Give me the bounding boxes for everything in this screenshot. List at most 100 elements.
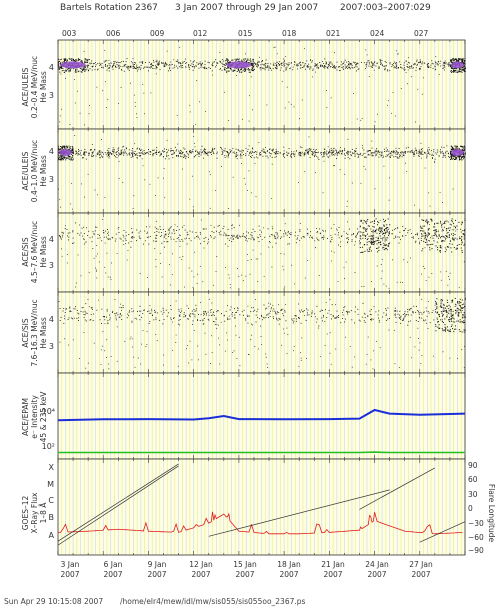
data-point	[413, 63, 415, 65]
data-point	[233, 227, 235, 229]
data-point	[411, 151, 413, 153]
data-point	[81, 71, 83, 73]
data-point	[440, 220, 442, 222]
data-point	[246, 240, 248, 242]
data-point	[266, 66, 268, 68]
data-point	[450, 157, 452, 159]
data-point	[379, 66, 380, 68]
data-point	[397, 53, 399, 55]
data-point	[156, 151, 157, 153]
data-point	[165, 149, 167, 151]
data-point	[267, 62, 269, 64]
data-point	[124, 64, 126, 66]
data-point	[337, 281, 339, 282]
data-point	[458, 157, 460, 159]
data-point	[72, 208, 74, 210]
data-point	[421, 93, 423, 95]
data-point	[327, 238, 328, 239]
data-point	[457, 156, 459, 158]
data-point	[464, 68, 466, 70]
data-point	[356, 118, 358, 120]
data-point	[343, 267, 345, 269]
data-point	[83, 238, 85, 240]
data-point	[232, 224, 233, 226]
data-point	[371, 231, 373, 233]
data-point	[402, 235, 404, 237]
data-point	[285, 68, 287, 70]
panel-4	[57, 291, 466, 374]
data-point	[354, 150, 356, 152]
data-point	[188, 65, 190, 67]
data-point	[139, 273, 141, 274]
data-point	[375, 155, 377, 157]
data-point	[328, 152, 330, 154]
data-point	[186, 155, 188, 157]
data-point	[179, 234, 181, 236]
data-point	[458, 59, 460, 61]
data-point	[347, 67, 349, 69]
data-point	[393, 156, 395, 158]
data-point	[58, 149, 60, 151]
data-point	[386, 150, 388, 152]
data-point	[159, 69, 161, 71]
data-point	[328, 152, 330, 154]
data-point	[98, 150, 100, 152]
data-point	[365, 64, 367, 66]
data-point	[370, 242, 372, 244]
data-point	[383, 148, 385, 150]
data-point	[371, 237, 373, 239]
data-point	[148, 236, 150, 238]
data-point	[60, 67, 62, 69]
data-point	[334, 233, 336, 235]
data-point	[113, 151, 115, 153]
data-point	[180, 312, 182, 314]
data-point	[323, 63, 325, 65]
data-point	[452, 238, 454, 240]
data-point	[460, 240, 462, 242]
data-point	[304, 64, 306, 66]
data-point	[247, 150, 249, 152]
data-point	[226, 71, 228, 73]
data-point	[92, 144, 93, 145]
data-point	[383, 242, 385, 244]
data-point	[394, 61, 396, 63]
data-point	[451, 147, 453, 149]
data-point	[386, 231, 388, 233]
data-point	[185, 66, 187, 68]
data-point	[464, 243, 466, 245]
data-point	[454, 68, 456, 70]
data-point	[376, 151, 378, 152]
data-point	[307, 232, 309, 234]
data-point	[58, 151, 60, 153]
data-point	[111, 66, 113, 67]
data-point	[371, 235, 373, 237]
data-point	[74, 102, 76, 104]
data-point	[372, 155, 374, 157]
data-point	[136, 113, 137, 115]
data-point	[374, 150, 376, 152]
data-point	[291, 156, 293, 158]
data-point	[161, 242, 163, 244]
data-point	[59, 121, 61, 123]
data-point	[364, 244, 366, 246]
data-point	[179, 151, 181, 153]
data-point	[393, 237, 395, 239]
data-point	[121, 61, 123, 63]
data-point	[409, 66, 411, 68]
data-point	[77, 254, 79, 256]
panel-gridlines	[61, 40, 462, 129]
data-point	[72, 148, 74, 150]
data-point	[117, 102, 119, 104]
data-point	[288, 152, 290, 154]
data-point	[109, 65, 111, 67]
data-point	[106, 229, 108, 230]
data-point	[59, 235, 61, 237]
data-point	[450, 158, 452, 160]
data-point	[377, 66, 379, 68]
data-point	[134, 154, 136, 156]
data-point	[462, 233, 464, 235]
data-point	[439, 251, 441, 253]
panel-frame	[57, 458, 466, 556]
data-point	[371, 151, 373, 153]
data-point	[85, 69, 87, 71]
